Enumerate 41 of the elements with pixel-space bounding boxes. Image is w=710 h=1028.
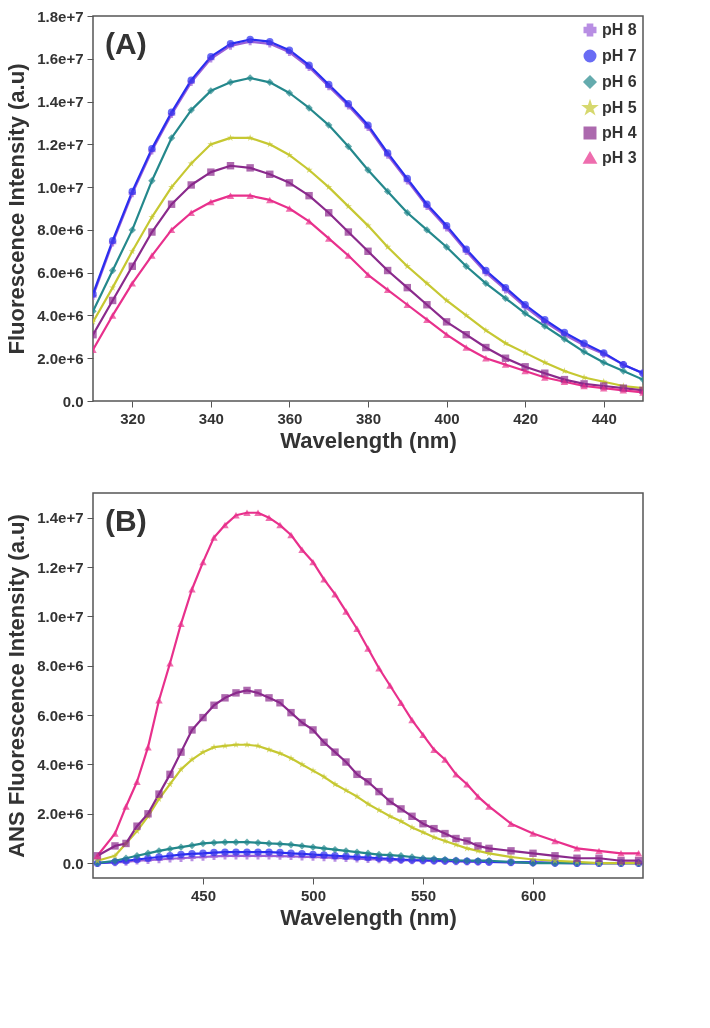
y-tick-label: 6.0e+6 bbox=[37, 706, 84, 724]
x-tick-label: 320 bbox=[120, 409, 146, 427]
legend-label: pH 4 bbox=[602, 124, 637, 141]
x-tick-label: 550 bbox=[410, 886, 437, 904]
annotation: (B) bbox=[105, 504, 147, 537]
x-tick-label: 440 bbox=[591, 409, 617, 427]
y-tick-label: 4.0e+6 bbox=[37, 306, 84, 324]
x-axis-title: Wavelength (nm) bbox=[280, 427, 457, 453]
legend-label: pH 7 bbox=[602, 47, 637, 64]
x-axis-title: Wavelength (nm) bbox=[280, 904, 457, 930]
y-axis-title: ANS Fluorescence Intensity (a.u) bbox=[4, 514, 30, 858]
y-tick-label: 8.0e+6 bbox=[37, 221, 84, 239]
y-tick-label: 1.2e+7 bbox=[37, 135, 84, 153]
y-tick-label: 1.4e+7 bbox=[37, 509, 84, 527]
x-tick-label: 420 bbox=[513, 409, 539, 427]
legend-label: pH 3 bbox=[602, 149, 637, 166]
y-tick-label: 8.0e+6 bbox=[37, 657, 84, 675]
y-tick-label: 1.2e+7 bbox=[37, 558, 84, 576]
y-tick-label: 1.8e+7 bbox=[37, 7, 84, 25]
x-tick-label: 600 bbox=[520, 886, 547, 904]
y-tick-label: 1.6e+7 bbox=[37, 50, 84, 68]
annotation: (A) bbox=[105, 27, 147, 60]
y-tick-label: 2.0e+6 bbox=[37, 805, 84, 823]
x-tick-label: 450 bbox=[190, 886, 217, 904]
x-tick-label: 360 bbox=[277, 409, 303, 427]
y-tick-label: 0.0 bbox=[62, 854, 84, 872]
y-tick-label: 1.4e+7 bbox=[37, 93, 84, 111]
x-tick-label: 380 bbox=[355, 409, 382, 427]
x-tick-label: 340 bbox=[198, 409, 224, 427]
legend-label: pH 6 bbox=[602, 73, 637, 90]
y-tick-label: 1.0e+7 bbox=[37, 178, 84, 196]
y-tick-label: 4.0e+6 bbox=[37, 755, 84, 773]
x-tick-label: 500 bbox=[300, 886, 327, 904]
y-tick-label: 6.0e+6 bbox=[37, 264, 84, 282]
y-axis-title: Fluorescence Intensity (a.u) bbox=[4, 63, 30, 355]
legend-label: pH 5 bbox=[602, 99, 637, 116]
y-tick-label: 2.0e+6 bbox=[37, 349, 84, 367]
y-tick-label: 0.0 bbox=[62, 392, 84, 410]
legend-label: pH 8 bbox=[602, 21, 637, 38]
y-tick-label: 1.0e+7 bbox=[37, 607, 84, 625]
x-tick-label: 400 bbox=[434, 409, 460, 427]
